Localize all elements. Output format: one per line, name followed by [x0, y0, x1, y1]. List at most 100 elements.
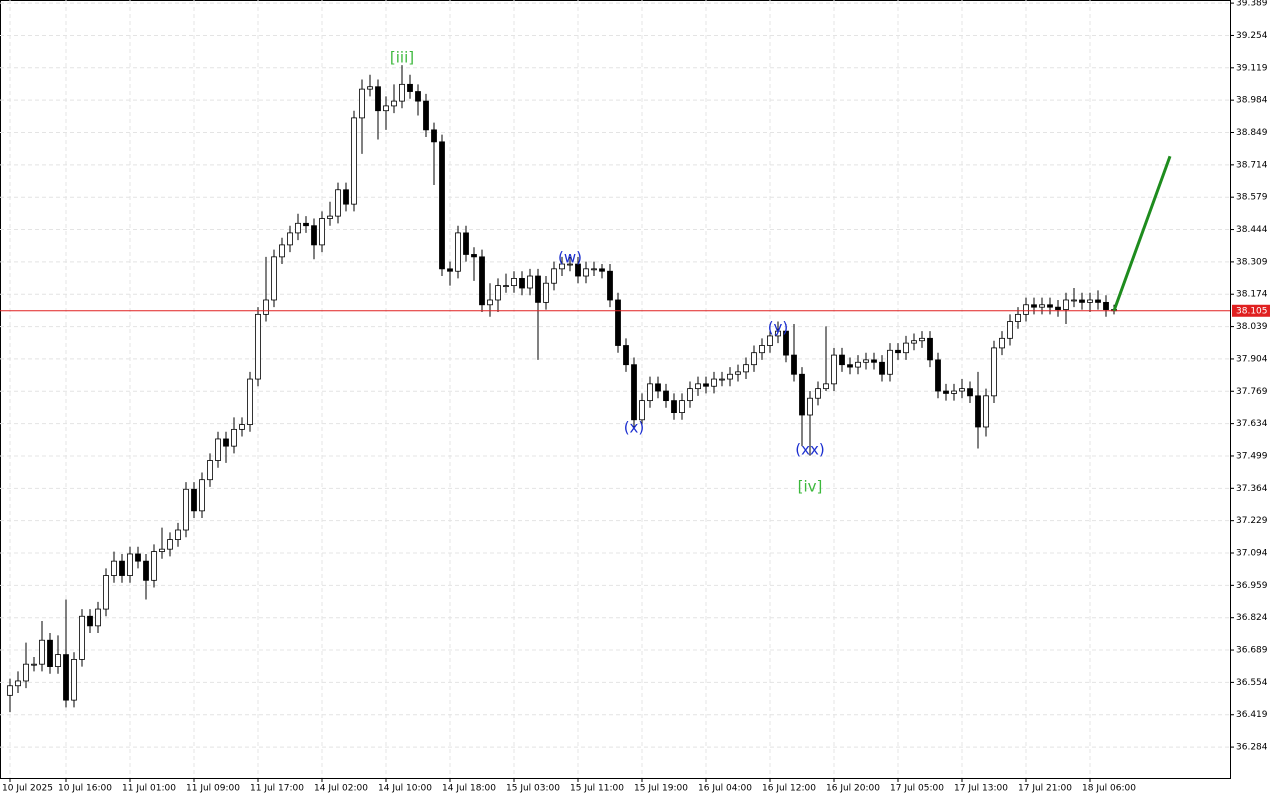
- candle-body: [903, 342, 909, 354]
- candle-body: [391, 100, 397, 107]
- x-tick-label: 15 Jul 03:00: [506, 784, 560, 794]
- candle-body: [199, 479, 205, 512]
- wave-label: (xx): [795, 441, 824, 459]
- candle-body: [183, 488, 189, 531]
- plot-frame: [0, 0, 1231, 779]
- candle-body: [703, 383, 709, 387]
- candle-body: [431, 129, 437, 143]
- candle-body: [375, 86, 381, 112]
- x-tick-label: 10 Jul 2025: [2, 784, 53, 794]
- candle-body: [783, 330, 789, 356]
- candle-body: [215, 438, 221, 461]
- candle-body: [975, 395, 981, 428]
- candle-body: [287, 232, 293, 246]
- y-tick-label: 38.174: [1236, 290, 1268, 300]
- candle-body: [727, 373, 733, 380]
- candle-body: [647, 383, 653, 402]
- candle-body: [863, 359, 869, 363]
- candle-body: [951, 390, 957, 394]
- candle-body: [695, 383, 701, 390]
- candle-body: [31, 663, 37, 666]
- candle-body: [759, 345, 765, 354]
- candle-body: [63, 654, 69, 701]
- candle-body: [71, 658, 77, 701]
- candle-body: [1015, 313, 1021, 322]
- candle-body: [127, 553, 133, 576]
- candle-body: [239, 424, 245, 430]
- candle-body: [511, 278, 517, 287]
- candle-body: [583, 268, 589, 277]
- candle-body: [631, 364, 637, 421]
- x-tick-label: 17 Jul 21:00: [1018, 784, 1072, 794]
- candle-body: [999, 337, 1005, 349]
- x-tick-label: 17 Jul 13:00: [954, 784, 1008, 794]
- candle-body: [1087, 299, 1093, 303]
- candle-body: [1031, 304, 1037, 308]
- candle-body: [159, 548, 165, 552]
- wave-label: (y): [768, 319, 789, 337]
- y-tick-label: 37.229: [1236, 516, 1268, 526]
- candle-body: [1047, 304, 1053, 308]
- candle-body: [1095, 299, 1101, 303]
- candle-body: [407, 83, 413, 92]
- candle-body: [735, 371, 741, 375]
- candle-body: [119, 560, 125, 576]
- candle-body: [799, 373, 805, 416]
- candle-body: [135, 553, 141, 562]
- candle-body: [551, 268, 557, 284]
- candle-body: [15, 680, 21, 687]
- candle-body: [279, 244, 285, 258]
- candle-body: [519, 278, 525, 289]
- candle-body: [775, 330, 781, 337]
- candle-body: [263, 299, 269, 315]
- wave-label: [iii]: [390, 49, 414, 67]
- candle-body: [231, 428, 237, 447]
- y-tick-label: 36.689: [1236, 646, 1268, 656]
- candle-body: [1023, 304, 1029, 315]
- y-tick-label: 37.094: [1236, 549, 1268, 559]
- candle-body: [447, 268, 453, 272]
- candle-body: [687, 388, 693, 402]
- candle-body: [423, 100, 429, 131]
- current-price-tag: [1232, 304, 1270, 317]
- candle-body: [55, 654, 61, 667]
- candle-body: [399, 83, 405, 102]
- candle-body: [319, 218, 325, 246]
- candle-body: [359, 88, 365, 119]
- candle-body: [175, 529, 181, 540]
- y-tick-label: 38.039: [1236, 322, 1268, 332]
- wave-label: (w): [558, 249, 582, 267]
- candle-body: [991, 347, 997, 397]
- y-tick-label: 37.904: [1236, 354, 1268, 364]
- candle-body: [823, 383, 829, 390]
- candle-body: [79, 615, 85, 660]
- candle-body: [575, 263, 581, 277]
- candle-body: [711, 378, 717, 387]
- candle-body: [439, 141, 445, 270]
- x-tick-label: 15 Jul 11:00: [570, 784, 624, 794]
- x-tick-label: 10 Jul 16:00: [58, 784, 112, 794]
- candle-body: [1071, 299, 1077, 302]
- candle-body: [599, 268, 605, 272]
- y-tick-label: 36.419: [1236, 710, 1268, 720]
- candle-body: [39, 639, 45, 665]
- x-tick-label: 16 Jul 04:00: [698, 784, 752, 794]
- candle-body: [463, 232, 469, 255]
- candle-body: [1007, 321, 1013, 339]
- candle-body: [751, 352, 757, 366]
- candle-body: [655, 383, 661, 392]
- x-tick-label: 14 Jul 02:00: [314, 784, 368, 794]
- x-tick-label: 16 Jul 20:00: [826, 784, 880, 794]
- candle-body: [303, 222, 309, 227]
- candle-body: [839, 354, 845, 366]
- candle-body: [87, 615, 93, 627]
- candle-body: [415, 91, 421, 102]
- plot: 39.389 39.254 39.119 38.984 38.849 38.714 38.5…: [0, 0, 1270, 794]
- candle-body: [983, 395, 989, 428]
- y-tick-label: 37.499: [1236, 451, 1268, 461]
- candle-body: [207, 460, 213, 481]
- candle-body: [615, 299, 621, 346]
- candle-body: [383, 105, 389, 112]
- candle-body: [247, 378, 253, 425]
